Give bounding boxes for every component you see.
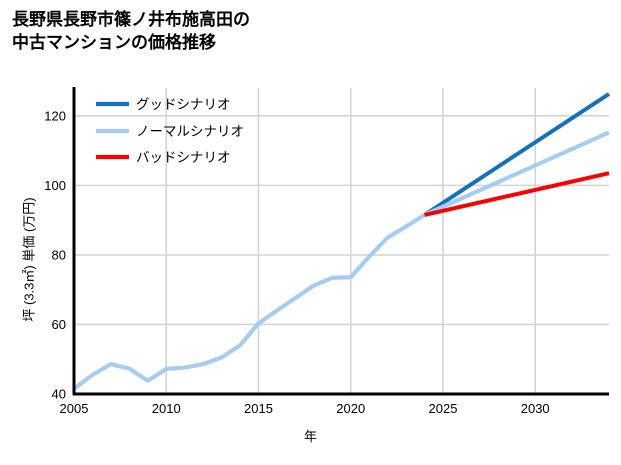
x-tick-label: 2020 <box>336 401 365 416</box>
x-tick-label: 2015 <box>244 401 273 416</box>
x-tick-label: 2025 <box>429 401 458 416</box>
axes <box>72 87 609 396</box>
chart-title: 長野県長野市篠ノ井布施高田の 中古マンションの価格推移 <box>12 10 250 53</box>
y-tick-label: 100 <box>44 178 66 193</box>
gridlines <box>73 88 609 395</box>
series-line <box>424 171 610 217</box>
x-tick-label: 2010 <box>152 401 181 416</box>
legend-label: バッドシナリオ <box>136 150 231 165</box>
series-line <box>423 92 611 217</box>
y-tick-label: 40 <box>52 387 66 402</box>
y-axis-label: 坪 (3.3㎡) 単価 (万円) <box>21 197 37 322</box>
x-tick-label: 2005 <box>60 401 89 416</box>
y-tick-labels: 40 60 80 100 120 <box>44 108 66 401</box>
y-tick-label: 120 <box>44 108 66 123</box>
legend-label: グッドシナリオ <box>136 97 231 112</box>
y-tick-label: 60 <box>52 317 66 332</box>
x-axis-label: 年 <box>303 429 317 444</box>
x-tick-label: 2030 <box>521 401 550 416</box>
legend-label: ノーマルシナリオ <box>136 124 244 139</box>
y-tick-label: 80 <box>52 247 66 262</box>
series-line <box>72 130 610 391</box>
x-tick-labels: 2005 2010 2015 2020 2025 2030 <box>60 401 550 416</box>
series-lines <box>72 92 611 391</box>
